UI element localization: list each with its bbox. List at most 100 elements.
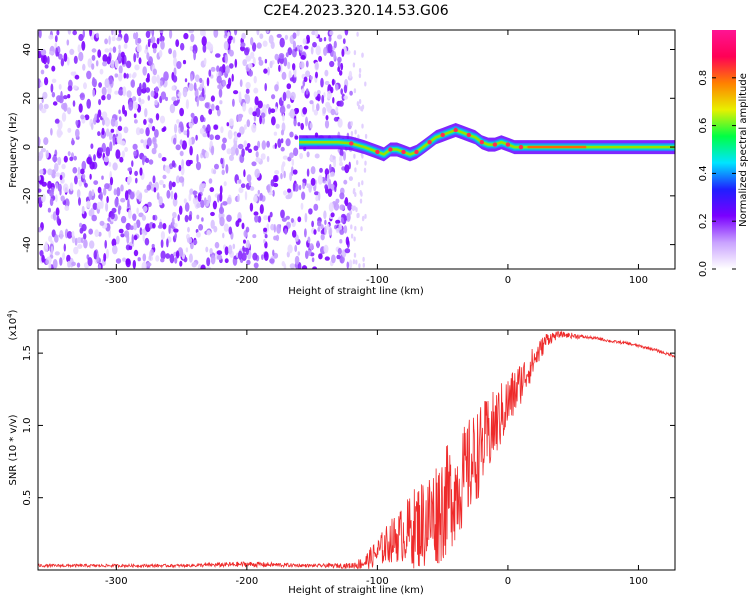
- spectrogram-noise-cell: [107, 85, 112, 95]
- spectrogram-noise-cell: [43, 137, 49, 146]
- spectrogram-noise-cell: [140, 139, 144, 144]
- spectrogram-noise-cell: [339, 161, 344, 167]
- spectrogram-noise-cell: [217, 84, 221, 90]
- spectrogram-noise-cell: [41, 254, 45, 263]
- spectrogram-noise-cell: [104, 78, 110, 88]
- spectrogram-noise-cell: [89, 240, 95, 249]
- spectrogram-noise-cell: [72, 100, 76, 107]
- spectrogram-noise-cell: [244, 190, 248, 201]
- spectrogram-noise-cell: [156, 37, 160, 45]
- spectrogram-noise-cell: [136, 219, 141, 228]
- spectrogram-noise-cell: [209, 248, 213, 255]
- spectrogram-noise-cell: [54, 118, 60, 124]
- spectrogram-noise-cell: [152, 215, 156, 221]
- spectrogram-noise-cell: [196, 97, 199, 107]
- spectrogram-noise-cell: [356, 31, 359, 37]
- spectrogram-noise-cell: [301, 88, 305, 94]
- spectrogram-noise-cell: [309, 243, 314, 250]
- spectrogram-noise-cell: [83, 233, 87, 240]
- spectrogram-noise-cell: [312, 266, 318, 269]
- spectrogram-noise-cell: [211, 103, 215, 112]
- spectrogram-noise-cell: [86, 200, 91, 209]
- spectrogram-noise-cell: [182, 59, 187, 65]
- spectrogram-noise-cell: [313, 229, 317, 235]
- spectrogram-noise-cell: [59, 257, 63, 266]
- spectrogram-noise-cell: [106, 56, 111, 65]
- spectrogram-noise-cell: [46, 55, 50, 65]
- spectrogram-noise-cell: [45, 149, 49, 159]
- spectrogram-noise-cell: [196, 153, 199, 163]
- spectrogram-noise-cell: [329, 164, 332, 172]
- spectrogram-noise-cell: [141, 228, 146, 235]
- spectrogram-noise-cell: [163, 71, 169, 81]
- spectrogram-noise-cell: [136, 86, 142, 97]
- spectrogram-noise-cell: [98, 99, 102, 106]
- spectrogram-noise-cell: [313, 91, 318, 98]
- spectrogram-noise-cell: [285, 52, 289, 58]
- spectrogram-noise-cell: [161, 157, 167, 162]
- spectrogram-noise-cell: [148, 123, 153, 129]
- spectrogram-noise-cell: [168, 224, 171, 234]
- spectrogram-noise-cell: [320, 229, 325, 235]
- spectrogram-noise-cell: [96, 113, 100, 124]
- spectrogram-noise-cell: [304, 228, 307, 238]
- spectrogram-x-tick-label: 100: [629, 275, 648, 286]
- spectrogram-noise-cell: [237, 143, 244, 150]
- spectrogram-noise-cell: [266, 155, 270, 163]
- spectrogram-noise-cell: [66, 231, 73, 239]
- spectrogram-noise-cell: [102, 54, 108, 63]
- spectrogram-noise-cell: [218, 71, 222, 78]
- colorbar-label: Normalized spectral amplitude: [738, 73, 749, 227]
- spectrogram-noise-cell: [280, 146, 285, 152]
- spectrogram-noise-cell: [263, 215, 269, 221]
- spectrogram-noise-cell: [343, 151, 346, 161]
- spectrogram-noise-cell: [97, 131, 101, 137]
- spectrogram-noise-cell: [315, 71, 318, 79]
- spectrogram-noise-cell: [309, 75, 313, 80]
- snr-y-ticks: 0.5 1.0 1.5: [22, 345, 675, 506]
- spectrogram-noise-cell: [275, 106, 278, 112]
- spectrogram-noise-cell: [121, 55, 125, 65]
- spectrogram-x-tick-label: -100: [366, 275, 389, 286]
- spectrogram-noise-cell: [274, 142, 277, 149]
- spectrogram-noise-cell: [153, 142, 158, 149]
- spectrogram-noise-cell: [102, 61, 108, 67]
- spectrogram-noise-cell: [185, 99, 189, 110]
- spectrogram-noise-cell: [229, 63, 234, 69]
- spectrogram-noise-cell: [96, 253, 100, 263]
- spectrogram-noise-cell: [360, 226, 363, 232]
- spectrogram-noise-cell: [47, 168, 53, 176]
- spectrogram-noise-cell: [112, 245, 118, 255]
- spectrogram-noise-cell: [173, 100, 179, 107]
- spectrogram-noise-cell: [216, 75, 222, 84]
- spectrogram-noise-cell: [189, 145, 193, 156]
- spectrogram-noise-cell: [269, 258, 275, 264]
- spectrogram-noise-cell: [228, 244, 233, 255]
- spectrogram-noise-cell: [101, 111, 108, 119]
- colorbar-tick-label: 0.6: [698, 118, 709, 134]
- spectrogram-noise-cell: [284, 34, 289, 40]
- spectrogram-noise-cell: [245, 88, 250, 94]
- spectrogram-noise-cell: [133, 101, 139, 111]
- spectrogram-noise-cell: [141, 214, 146, 221]
- spectrogram-noise-cell: [146, 184, 152, 191]
- spectrogram-noise-cell: [315, 45, 321, 56]
- spectrogram-y-tick-label: 40: [22, 43, 33, 56]
- spectrogram-noise-cell: [268, 107, 272, 115]
- spectrogram-noise-cell: [190, 74, 194, 82]
- spectrogram-noise-cell: [289, 263, 296, 269]
- spectrogram-noise-cell: [239, 126, 245, 135]
- spectrogram-noise-cell: [210, 219, 215, 229]
- spectrogram-noise-cell: [171, 181, 176, 188]
- spectrogram-noise-cell: [324, 119, 330, 129]
- spectrogram-noise-cell: [316, 103, 320, 111]
- spectrogram-noise-cell: [305, 70, 311, 78]
- spectrogram-noise-cell: [165, 96, 168, 102]
- spectrogram-noise-cell: [169, 103, 176, 114]
- spectrogram-noise-cell: [188, 159, 193, 165]
- spectrogram-noise-cell: [259, 33, 264, 39]
- spectrogram-noise-cell: [99, 220, 105, 226]
- spectrogram-noise-cell: [81, 205, 85, 215]
- spectrogram-noise-cell: [339, 155, 343, 163]
- spectrogram-noise-cell: [212, 200, 217, 210]
